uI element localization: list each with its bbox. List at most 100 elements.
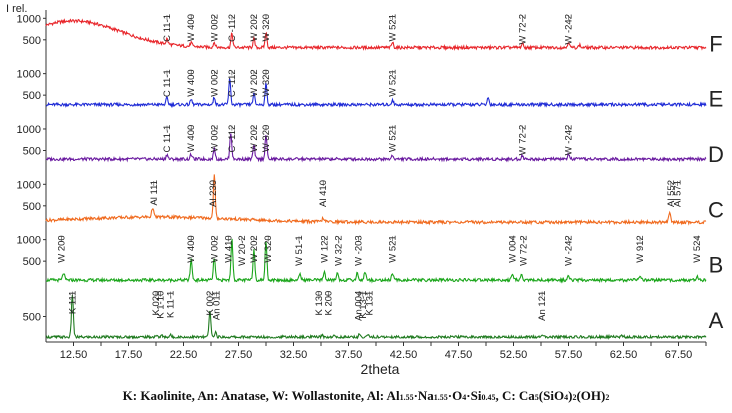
peak-label: Al 111 [149, 180, 160, 206]
peak-label: W 122 [319, 235, 330, 262]
peak-label: An 004 [353, 291, 364, 321]
caption-text: (OH) [576, 388, 606, 403]
series-D: 1000 500 C 11-1 W 400 W 002 C -112 W 202 W 320 W… [17, 124, 724, 167]
caption-subscript: 2 [572, 393, 577, 402]
peak-label: W 004 [507, 235, 518, 262]
y-tick-label: 1000 [17, 235, 41, 247]
series-F: 1000 500 C 11-1 W 400 W 002 C -112 W 202 W 320 W… [17, 13, 723, 56]
peak-label: An 121 [537, 291, 548, 321]
peak-label: W 912 [635, 235, 646, 262]
peak-label: W 521 [388, 14, 399, 41]
caption-subscript: 4 [462, 393, 467, 402]
x-tick-label: 47.50 [445, 349, 473, 361]
y-tick-label: 1000 [17, 179, 41, 191]
caption-subscript: 1.55 [433, 393, 448, 402]
peak-label: K 131 [364, 291, 375, 316]
series-E: 1000 500 C 11-1 W 400 W 002 C -112 W 202 W 320 W… [17, 69, 724, 112]
peak-label: C -112 [227, 125, 238, 153]
sample-letter: C [708, 197, 724, 222]
peak-label: Al 410 [318, 180, 329, 207]
peak-label: K 200 [324, 291, 335, 316]
x-tick-label: 22.50 [170, 349, 198, 361]
peak-label: Al 230 [208, 180, 219, 207]
peak-label: W 320 [261, 14, 272, 41]
caption-text: (SiO [538, 388, 565, 403]
peak-label: C 11-1 [162, 14, 173, 42]
y-tick-label: 500 [23, 35, 41, 47]
axes [45, 10, 706, 343]
x-axis-label: 2theta [361, 361, 400, 377]
peak-label: W 202 [249, 235, 260, 262]
y-tick-label: 500 [23, 145, 41, 157]
peak-label: W 002 [209, 125, 220, 152]
peak-label: W 521 [388, 125, 399, 152]
sample-letter: F [709, 31, 722, 56]
sample-letter: D [708, 142, 724, 167]
caption-text: ) [568, 388, 573, 403]
pattern-line [45, 133, 707, 163]
peak-label: C 11-1 [162, 69, 173, 97]
figure-caption: K: Kaolinite, An: Anatase, W: Wollastoni… [0, 388, 732, 404]
peak-label: W 72-2 [517, 125, 528, 156]
x-axis: 12.50 17.50 22.50 27.50 32.50 37.50 42.50 47.50… [60, 342, 707, 361]
peak-label: C -112 [227, 14, 238, 42]
y-tick-label: 500 [23, 201, 41, 213]
peak-label: C 11-1 [162, 125, 173, 153]
x-tick-label: 17.50 [115, 349, 143, 361]
peak-label: W 51-1 [294, 235, 305, 266]
peak-label: W 410 [224, 235, 235, 262]
caption-text: ·Na [413, 388, 434, 403]
peak-label: K 1-10 [155, 291, 166, 319]
pattern-line [45, 294, 707, 340]
peak-label: W 202 [249, 125, 260, 152]
peak-label: K 13-1 [358, 291, 369, 319]
peak-label: W 521 [388, 235, 399, 262]
peak-label: W 002 [209, 69, 220, 96]
y-tick-label: 500 [23, 90, 41, 102]
peak-label: W 202 [249, 69, 260, 96]
caption-subscript: 1.55 [399, 393, 414, 402]
pattern-line [45, 174, 707, 226]
peak-label: W 400 [186, 14, 197, 41]
peak-label: An 011 [212, 291, 223, 320]
peak-label: Al 571 [672, 180, 683, 207]
x-tick-label: 57.50 [555, 349, 583, 361]
x-tick-label: 67.50 [665, 349, 693, 361]
peak-label: W 521 [388, 69, 399, 96]
x-tick-label: 32.50 [280, 349, 308, 361]
y-tick-label: 500 [23, 256, 41, 268]
xrd-chart: I rel. 1000 500 C 11-1 W 400 W 002 C -112 W 20… [6, 3, 724, 377]
peak-label: W 400 [186, 69, 197, 96]
x-tick-label: 12.50 [60, 349, 88, 361]
peak-label: W 320 [263, 235, 274, 262]
peak-label: W -203 [353, 235, 364, 266]
peak-label: W -242 [564, 14, 575, 45]
x-tick-label: 37.50 [335, 349, 363, 361]
sample-letter: E [709, 87, 724, 112]
caption-subscript: 0.45 [481, 393, 496, 402]
peak-label: W 320 [261, 69, 272, 96]
peak-label: K 002 [205, 291, 216, 316]
peak-label: W 20-2 [237, 235, 248, 266]
peak-label: K 11-1 [165, 291, 176, 318]
caption-subscript: 5 [534, 393, 539, 402]
sample-letter: B [709, 253, 724, 278]
sample-letter: A [709, 308, 724, 333]
caption-subscript: 2 [605, 393, 610, 402]
peak-label: K 020 [151, 291, 162, 316]
peak-label: K 130 [314, 291, 325, 316]
x-tick-label: 42.50 [390, 349, 418, 361]
caption-text: ·Si [466, 388, 482, 403]
caption-text: ·O [447, 388, 463, 403]
caption-subscript: 4 [564, 393, 569, 402]
y-tick-label: 1000 [17, 13, 41, 25]
y-tick-label: 1000 [17, 124, 41, 136]
caption-text: , C: Ca [495, 388, 535, 403]
x-tick-label: 27.50 [225, 349, 253, 361]
x-tick-label: 62.50 [610, 349, 638, 361]
peak-label: W 524 [692, 235, 703, 262]
